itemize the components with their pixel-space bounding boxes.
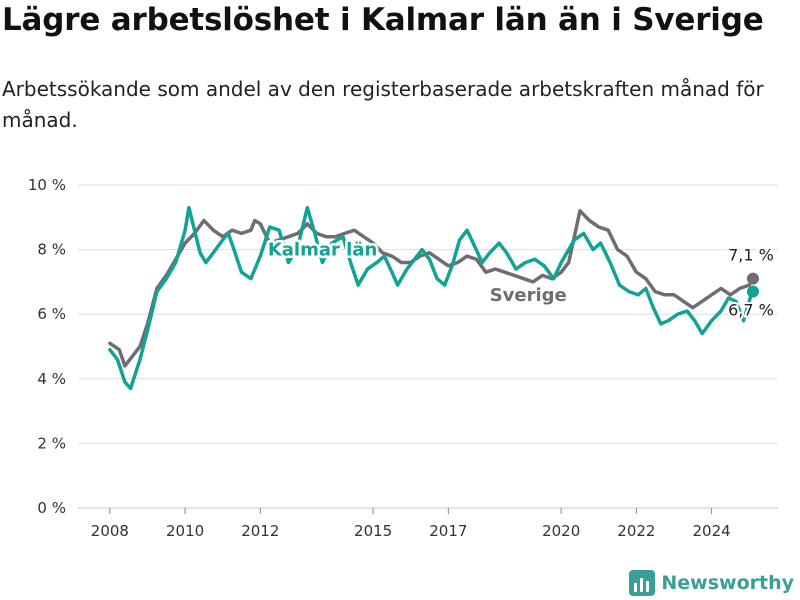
y-tick-label-4: 4 % <box>37 370 66 388</box>
x-tick-label-2015: 2015 <box>354 522 392 540</box>
bar-chart-icon <box>629 570 656 596</box>
x-tick-label-2017: 2017 <box>429 522 467 540</box>
y-tick-label-2: 2 % <box>37 434 66 452</box>
x-tick-label-2012: 2012 <box>241 522 279 540</box>
x-tick-label-2008: 2008 <box>91 522 129 540</box>
end-value-label-sverige: 7,1 % <box>728 246 774 265</box>
x-tick-label-2010: 2010 <box>166 522 204 540</box>
series-line-kalmar <box>108 205 755 391</box>
y-tick-label-10: 10 % <box>28 176 66 194</box>
chart-title: Lägre arbetslöshet i Kalmar län än i Sve… <box>2 2 764 38</box>
end-value-label-kalmar: 6,7 % <box>728 301 774 320</box>
series-line-sverige <box>108 209 755 368</box>
series-label-sverige: Sverige <box>490 285 567 306</box>
x-tick-label-2020: 2020 <box>542 522 580 540</box>
series-end-point-kalmar <box>746 285 759 298</box>
series-label-kalmar: Kalmar län <box>268 240 377 261</box>
y-tick-label-8: 8 % <box>37 241 66 259</box>
y-tick-label-0: 0 % <box>37 499 66 517</box>
x-tick-label-2024: 2024 <box>692 522 730 540</box>
brand-logo[interactable]: Newsworthy <box>629 570 794 596</box>
series-end-point-sverige <box>746 272 759 285</box>
y-tick-label-6: 6 % <box>37 305 66 323</box>
brand-name: Newsworthy <box>661 572 794 594</box>
x-tick-label-2022: 2022 <box>617 522 655 540</box>
chart-subtitle: Arbetssökande som andel av den registerb… <box>2 77 764 132</box>
